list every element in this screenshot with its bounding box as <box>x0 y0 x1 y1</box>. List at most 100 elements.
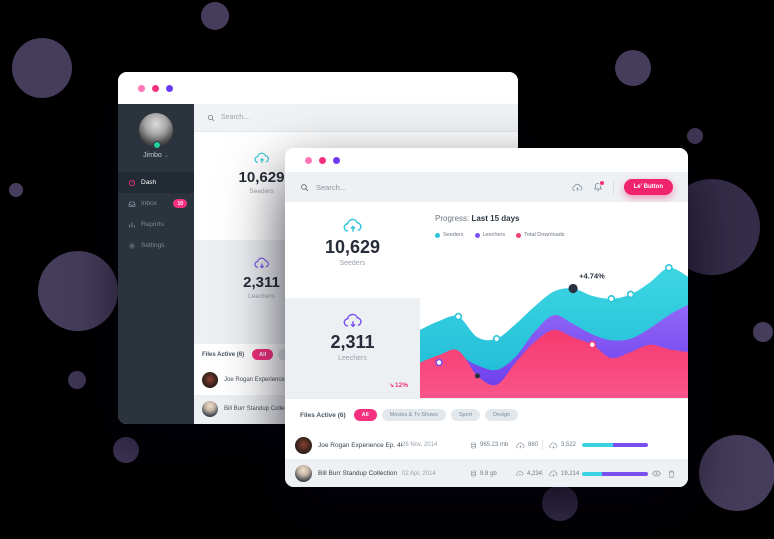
upload-count: 4,234 <box>526 470 542 477</box>
inbox-icon <box>128 200 136 208</box>
legend-item-total-downloads: Total Downloads <box>516 232 565 238</box>
window-dot-1[interactable] <box>138 84 145 92</box>
search-input[interactable]: Search... <box>316 182 347 192</box>
stat-value: 10,629 <box>238 169 285 187</box>
sidebar-item-settings[interactable]: Settings <box>118 235 194 256</box>
window-dot-1[interactable] <box>305 156 312 164</box>
divider <box>542 440 543 450</box>
chart-title-prefix: Progress: <box>435 214 470 223</box>
notifications-button[interactable] <box>593 179 605 192</box>
sidebar: Jimbo ⌄ Dash Inbox 10 Reports <box>118 104 194 424</box>
filter-pill-design[interactable]: Design <box>485 409 519 421</box>
file-title: Bill Burr Standup Collection <box>318 470 398 477</box>
stat-seeders: 10,629 Seeders <box>285 202 420 298</box>
list-item-title: Joe Rogan Experience Ep. 468 <box>224 376 308 383</box>
eye-icon[interactable] <box>652 470 661 477</box>
search-icon <box>300 183 309 192</box>
stat-label: Seeders <box>339 260 366 267</box>
stat-label: Leechers <box>248 293 275 301</box>
storage-icon <box>470 442 477 449</box>
download-icon <box>549 470 558 477</box>
trash-icon[interactable] <box>668 470 675 478</box>
stat-leechers: 2,311 Leechers ↘12% <box>285 298 420 398</box>
window-dot-2[interactable] <box>319 156 326 164</box>
avatar <box>295 436 312 454</box>
sidebar-item-inbox[interactable]: Inbox 10 <box>118 193 194 214</box>
front-window: Search... Le' Button 10,629 Seeders <box>285 148 688 487</box>
sidebar-item-dash[interactable]: Dash <box>118 172 194 193</box>
cloud-upload-icon <box>254 152 270 164</box>
files-active-label: Files Active (6) <box>300 411 346 419</box>
cloud-upload-icon <box>343 218 363 233</box>
decor-circle <box>542 485 578 521</box>
filter-pill-sport[interactable]: Sport <box>450 409 481 421</box>
search-bar[interactable]: Search... <box>194 104 518 133</box>
progress-remaining <box>601 471 648 476</box>
menu-label: Inbox <box>141 200 157 207</box>
bar-chart-icon <box>128 221 136 229</box>
file-date: 26 Nov, 2014 <box>402 442 438 448</box>
primary-button[interactable]: Le' Button <box>623 179 673 195</box>
files-active-label: Files Active (6) <box>202 351 245 358</box>
menu-label: Reports <box>141 221 164 228</box>
front-window-titlebar <box>285 148 688 172</box>
legend-item-seeders: Seeders <box>435 232 464 238</box>
window-dot-3[interactable] <box>333 156 340 164</box>
menu-label: Dash <box>141 179 157 186</box>
cloud-upload-icon[interactable] <box>572 183 583 192</box>
notification-dot <box>598 179 605 186</box>
menu-label: Settings <box>141 242 165 249</box>
upload-icon <box>516 470 524 477</box>
sidebar-item-reports[interactable]: Reports <box>118 214 194 235</box>
decor-circle <box>9 183 23 197</box>
user-name-label: Jimbo <box>143 152 162 159</box>
file-title: Joe Rogan Experience Ep. 468 <box>318 441 402 449</box>
window-dot-3[interactable] <box>166 84 173 92</box>
filter-pill-movies[interactable]: Movies & Tv Shows <box>381 409 446 421</box>
upload-count: 860 <box>528 442 539 448</box>
decor-circle <box>12 38 72 98</box>
online-status-dot <box>153 141 161 149</box>
table-row[interactable]: Bill Burr Standup Collection 02 Apr, 201… <box>285 459 688 487</box>
filter-pill-all[interactable]: All <box>353 409 377 421</box>
file-size: 9.8 gb <box>480 470 497 477</box>
progress-seeded <box>582 443 614 447</box>
stat-value: 2,311 <box>330 332 375 352</box>
progress-remaining <box>613 443 648 447</box>
progress-bar <box>582 471 648 476</box>
progress-bar <box>582 443 648 447</box>
legend-label: Leechers <box>482 232 506 238</box>
stat-seeders: 10,629 Seeders <box>194 132 329 240</box>
legend-dot <box>474 232 480 238</box>
delta-value: 12% <box>394 382 408 389</box>
decor-circle <box>38 251 118 331</box>
upload-icon <box>516 442 525 449</box>
stat-label: Seeders <box>249 188 274 196</box>
svg-text:+4.74%: +4.74% <box>579 272 605 281</box>
file-size: 965.23 mb <box>480 442 509 448</box>
user-avatar[interactable] <box>139 113 173 149</box>
download-count: 19,214 <box>561 470 580 477</box>
download-icon <box>549 442 558 449</box>
search-placeholder: Search... <box>221 114 250 122</box>
inbox-badge: 10 <box>173 199 187 208</box>
back-window-titlebar <box>118 72 518 104</box>
table-row[interactable]: Joe Rogan Experience Ep. 468 26 Nov, 201… <box>285 431 688 459</box>
legend-label: Seeders <box>443 232 464 238</box>
progress-chart: Progress: Last 15 days Seeders Leechers … <box>420 202 688 398</box>
gear-icon <box>128 242 136 250</box>
window-dot-2[interactable] <box>152 84 159 92</box>
gauge-icon <box>128 179 136 187</box>
legend-dot <box>516 232 522 238</box>
user-name[interactable]: Jimbo ⌄ <box>118 152 194 159</box>
files-filter-bar: Files Active (6) All Movies & Tv Shows S… <box>285 398 688 431</box>
stat-label: Leechers <box>338 355 367 362</box>
file-date: 02 Apr, 2014 <box>402 470 436 477</box>
trend-down-icon: ↘ <box>388 383 394 389</box>
decor-circle <box>753 322 773 342</box>
filter-pill-all[interactable]: All <box>252 349 274 361</box>
decor-circle <box>687 128 703 144</box>
download-count: 3,522 <box>561 442 577 448</box>
cloud-download-icon <box>343 313 363 328</box>
cloud-download-icon <box>254 257 270 269</box>
